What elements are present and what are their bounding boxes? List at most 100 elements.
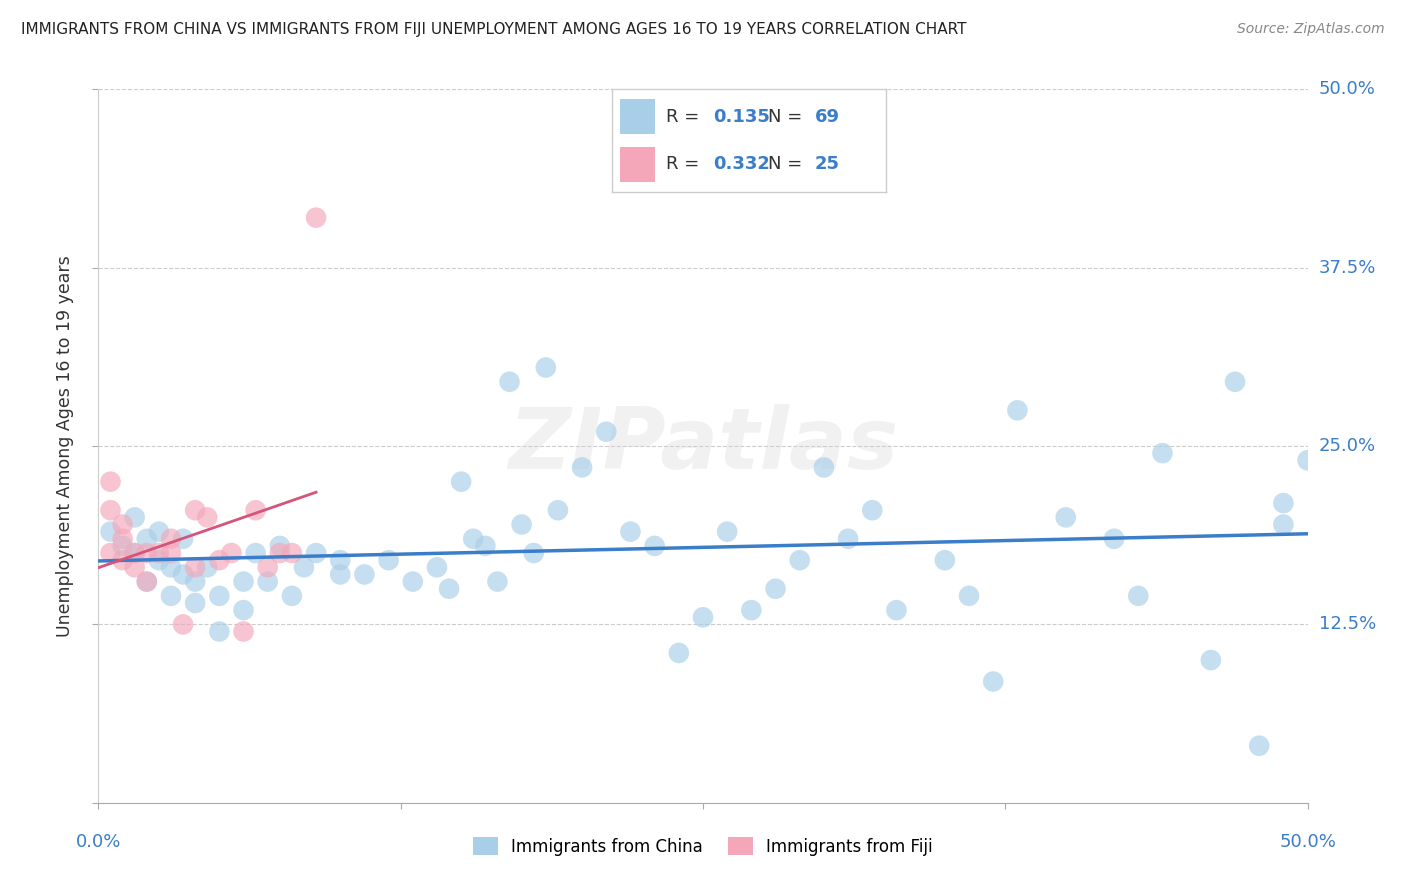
- Point: [510, 517, 533, 532]
- Point: [208, 589, 231, 603]
- Text: R =: R =: [666, 108, 706, 126]
- Point: [1272, 517, 1295, 532]
- Point: [1152, 446, 1174, 460]
- Point: [184, 560, 207, 574]
- Point: [124, 546, 146, 560]
- Point: [100, 475, 122, 489]
- Text: Source: ZipAtlas.com: Source: ZipAtlas.com: [1237, 22, 1385, 37]
- Point: [135, 532, 157, 546]
- Point: [111, 553, 134, 567]
- Text: 25: 25: [814, 155, 839, 173]
- Point: [135, 546, 157, 560]
- Point: [148, 546, 170, 560]
- Point: [124, 560, 146, 574]
- Point: [534, 360, 557, 375]
- Point: [160, 560, 183, 574]
- Point: [148, 553, 170, 567]
- Point: [692, 610, 714, 624]
- Point: [232, 624, 254, 639]
- Point: [474, 539, 496, 553]
- Point: [644, 539, 666, 553]
- Point: [269, 539, 291, 553]
- Point: [208, 624, 231, 639]
- Point: [100, 503, 122, 517]
- Point: [934, 553, 956, 567]
- Point: [860, 503, 883, 517]
- Point: [305, 211, 328, 225]
- Point: [172, 617, 194, 632]
- Point: [305, 546, 328, 560]
- Text: 0.332: 0.332: [713, 155, 770, 173]
- FancyBboxPatch shape: [620, 99, 655, 135]
- Point: [886, 603, 908, 617]
- Point: [148, 524, 170, 539]
- Point: [765, 582, 787, 596]
- Text: IMMIGRANTS FROM CHINA VS IMMIGRANTS FROM FIJI UNEMPLOYMENT AMONG AGES 16 TO 19 Y: IMMIGRANTS FROM CHINA VS IMMIGRANTS FROM…: [21, 22, 966, 37]
- Point: [523, 546, 546, 560]
- Point: [256, 560, 278, 574]
- Point: [789, 553, 811, 567]
- Point: [1272, 496, 1295, 510]
- Point: [111, 517, 134, 532]
- Point: [740, 603, 762, 617]
- Point: [353, 567, 375, 582]
- Text: 50.0%: 50.0%: [1319, 80, 1375, 98]
- Point: [329, 567, 352, 582]
- Point: [1249, 739, 1271, 753]
- Point: [195, 560, 218, 574]
- Point: [172, 532, 194, 546]
- Point: [547, 503, 569, 517]
- Point: [1199, 653, 1222, 667]
- Point: [160, 546, 183, 560]
- Point: [111, 532, 134, 546]
- Point: [135, 574, 157, 589]
- Point: [1128, 589, 1150, 603]
- Point: [1054, 510, 1077, 524]
- Y-axis label: Unemployment Among Ages 16 to 19 years: Unemployment Among Ages 16 to 19 years: [56, 255, 75, 637]
- Text: R =: R =: [666, 155, 706, 173]
- Point: [221, 546, 243, 560]
- Text: ZIPatlas: ZIPatlas: [508, 404, 898, 488]
- Point: [195, 510, 218, 524]
- Point: [135, 574, 157, 589]
- Point: [232, 574, 254, 589]
- Point: [571, 460, 593, 475]
- Text: N =: N =: [768, 108, 808, 126]
- Point: [208, 553, 231, 567]
- Point: [813, 460, 835, 475]
- Point: [377, 553, 399, 567]
- Point: [1007, 403, 1029, 417]
- Point: [172, 567, 194, 582]
- Point: [668, 646, 690, 660]
- Text: 37.5%: 37.5%: [1319, 259, 1376, 277]
- Point: [160, 589, 183, 603]
- Text: 69: 69: [814, 108, 839, 126]
- Point: [160, 532, 183, 546]
- Point: [450, 475, 472, 489]
- Point: [184, 503, 207, 517]
- Point: [981, 674, 1004, 689]
- Point: [184, 596, 207, 610]
- Point: [329, 553, 352, 567]
- Legend: Immigrants from China, Immigrants from Fiji: Immigrants from China, Immigrants from F…: [467, 830, 939, 863]
- Point: [619, 524, 641, 539]
- Point: [437, 582, 460, 596]
- Text: N =: N =: [768, 155, 808, 173]
- Point: [1223, 375, 1246, 389]
- Point: [245, 546, 267, 560]
- Point: [269, 546, 291, 560]
- Point: [1102, 532, 1125, 546]
- Point: [426, 560, 449, 574]
- Text: 0.135: 0.135: [713, 108, 770, 126]
- Point: [402, 574, 425, 589]
- Point: [463, 532, 485, 546]
- Point: [232, 603, 254, 617]
- Text: 0.0%: 0.0%: [76, 833, 121, 851]
- Point: [837, 532, 859, 546]
- Point: [1296, 453, 1319, 467]
- Point: [292, 560, 315, 574]
- Point: [111, 539, 134, 553]
- Point: [957, 589, 980, 603]
- Point: [498, 375, 520, 389]
- Text: 12.5%: 12.5%: [1319, 615, 1376, 633]
